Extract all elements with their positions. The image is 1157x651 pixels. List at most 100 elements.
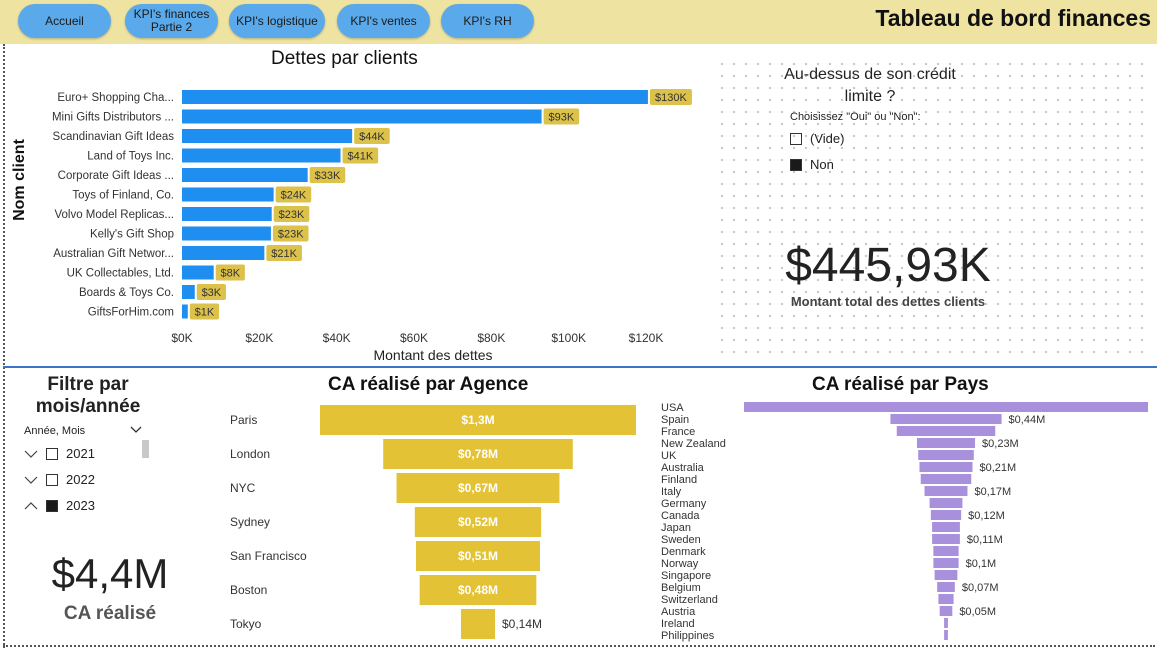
agency-label: NYC <box>230 481 256 495</box>
agency-data-label: $0,52M <box>458 515 498 529</box>
debt-data-label: $33K <box>315 170 341 182</box>
agency-data-label: $0,78M <box>458 447 498 461</box>
debt-data-label: $8K <box>221 268 241 280</box>
country-data-label: $0,21M <box>980 462 1017 474</box>
nav-button-kpi-logistique[interactable]: KPI's logistique <box>229 4 325 38</box>
country-bar <box>932 522 960 532</box>
debt-data-label: $44K <box>359 131 385 143</box>
country-label: Ireland <box>661 618 695 630</box>
x-axis-title: Montant des dettes <box>373 347 492 363</box>
country-bar <box>896 426 996 436</box>
debt-data-label: $24K <box>281 190 307 202</box>
credit-option-vide[interactable]: (Vide) <box>790 131 844 146</box>
debt-data-label-bg <box>354 128 390 144</box>
revenue-by-agency-funnel: Paris $1,3M London $0,78M NYC $0,67M Sydney $0,… <box>230 405 636 639</box>
country-bar <box>934 570 958 580</box>
agency-bar <box>320 405 636 435</box>
country-data-label: $0,1M <box>966 558 997 570</box>
debt-bar <box>182 285 195 299</box>
debt-data-label: $23K <box>279 209 305 221</box>
debt-data-label: $130K <box>655 92 687 104</box>
country-data-label: $0,23M <box>982 438 1019 450</box>
country-label: Germany <box>661 498 707 510</box>
debt-data-label: $23K <box>278 229 304 241</box>
country-chart-title: CA réalisé par Pays <box>812 374 989 395</box>
client-name-label: GiftsForHim.com <box>88 307 174 319</box>
nav-button-kpi-rh[interactable]: KPI's RH <box>441 4 534 38</box>
revenue-value: $4,4M <box>51 550 169 597</box>
agency-label: London <box>230 447 270 461</box>
agency-data-label: $1,3M <box>461 413 494 427</box>
nav-button-kpi-finances-2[interactable]: KPI's finances Partie 2 <box>125 4 218 38</box>
country-bar <box>933 558 959 568</box>
country-bar <box>919 462 973 472</box>
agency-label: San Francisco <box>230 549 307 563</box>
country-bar <box>938 594 954 604</box>
client-name-label: Euro+ Shopping Cha... <box>57 92 174 104</box>
country-bar <box>939 606 953 616</box>
country-label: Japan <box>661 522 691 534</box>
debt-bar <box>182 109 542 124</box>
debt-bar <box>182 207 272 221</box>
country-label: Singapore <box>661 570 711 582</box>
chevron-up-icon[interactable] <box>24 501 38 511</box>
country-data-label: $0,07M <box>962 582 999 594</box>
credit-option-non[interactable]: Non <box>790 157 834 172</box>
debt-data-label-bg <box>215 264 245 281</box>
year-item-2021[interactable]: 2021 <box>24 446 95 461</box>
country-label: Australia <box>661 462 705 474</box>
debt-by-client-chart: Euro+ Shopping Cha... $130K Mini Gifts Dis… <box>11 89 692 363</box>
agency-data-label: $0,14M <box>502 617 542 631</box>
year-item-2023[interactable]: 2023 <box>24 498 95 513</box>
nav-button-kpi-ventes[interactable]: KPI's ventes <box>337 4 430 38</box>
agency-data-label: $0,51M <box>458 549 498 563</box>
y-axis-title: Nom client <box>11 138 28 220</box>
debt-bar <box>182 265 214 280</box>
country-bar <box>920 474 972 484</box>
credit-filter-title: Au-dessus de son crédit limite ? <box>784 66 956 105</box>
nav-button-accueil[interactable]: Accueil <box>18 4 111 38</box>
chevron-down-icon[interactable] <box>24 449 38 459</box>
year-label: 2023 <box>66 498 95 513</box>
debt-data-label: $1K <box>195 307 215 319</box>
country-bar <box>937 582 955 592</box>
country-label: Austria <box>661 606 696 618</box>
country-bar <box>929 498 963 508</box>
debt-data-label-bg <box>273 206 310 222</box>
debt-chart-title: Dettes par clients <box>271 48 418 69</box>
year-label: 2021 <box>66 446 95 461</box>
year-item-2022[interactable]: 2022 <box>24 472 95 487</box>
chevron-down-icon[interactable] <box>24 475 38 485</box>
country-data-label: $0,12M <box>968 510 1005 522</box>
checkbox-empty-icon <box>46 473 58 486</box>
agency-bar <box>416 541 540 571</box>
checkbox-checked-icon <box>46 499 58 512</box>
agency-label: Tokyo <box>230 617 262 631</box>
x-tick-label: $20K <box>245 331 273 345</box>
client-name-label: UK Collectables, Ltd. <box>67 268 174 280</box>
country-data-label: $0,05M <box>959 606 996 618</box>
country-bar <box>890 414 1002 424</box>
slicer-scrollbar[interactable] <box>142 440 149 458</box>
credit-option-label: (Vide) <box>810 131 845 146</box>
x-tick-label: $0K <box>171 331 192 345</box>
agency-chart-title: CA réalisé par Agence <box>328 374 529 395</box>
country-bar <box>933 546 959 556</box>
year-label: 2022 <box>66 472 95 487</box>
country-bar <box>930 510 962 520</box>
debt-bar <box>182 304 188 319</box>
chevron-down-icon[interactable] <box>130 425 142 435</box>
client-name-label: Toys of Finland, Co. <box>72 190 174 202</box>
client-name-label: Land of Toys Inc. <box>87 151 174 163</box>
debt-data-label-bg <box>272 225 309 242</box>
dashboard-title: Tableau de bord finances <box>875 5 1151 31</box>
debt-bar <box>182 90 648 104</box>
debt-data-label: $21K <box>271 248 297 260</box>
debt-data-label-bg <box>342 147 379 164</box>
revenue-label: CA réalisé <box>63 603 157 624</box>
total-debt-value: $445,93K <box>785 239 991 292</box>
debt-data-label: $41K <box>347 151 373 163</box>
credit-filter-prompt: Choisissez "Oui" ou "Non": <box>790 111 921 123</box>
x-tick-label: $60K <box>400 331 428 345</box>
country-label: Sweden <box>661 534 701 546</box>
